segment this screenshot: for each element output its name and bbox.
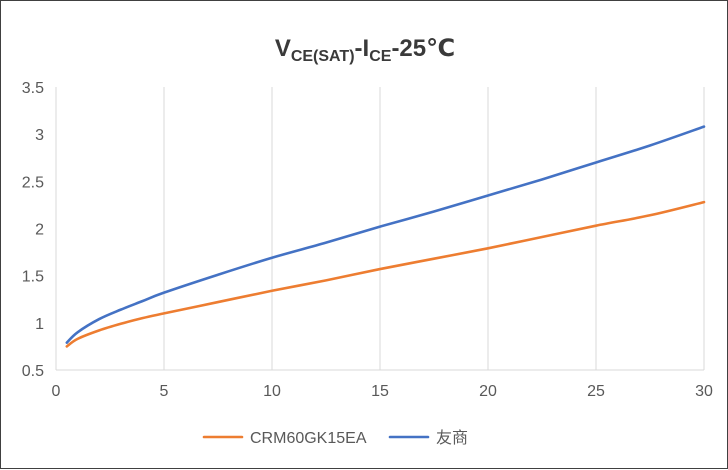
title-v-subscript: CE(SAT) [291,48,355,65]
y-tick-label-2: 2 [35,222,44,239]
legend: CRM60GK15EA 友商 [202,429,468,447]
title-v: V [275,35,291,62]
x-tick-label-0: 0 [52,383,61,400]
y-tick-label-1.5: 1.5 [22,269,44,286]
axes [55,87,704,371]
y-tick-label-3.5: 3.5 [22,80,44,97]
x-tick-label-5: 5 [160,383,169,400]
x-tick-label-20: 20 [479,383,497,400]
y-tick-labels: 0.5 1 1.5 2 2.5 3 3.5 [22,80,44,380]
title-suffix: -25℃ [391,35,455,62]
y-tick-label-2.5: 2.5 [22,174,44,191]
x-tick-labels: 0 5 10 15 20 25 30 [52,383,713,400]
y-tick-label-3: 3 [35,127,44,144]
series-line-1 [65,125,706,344]
x-tick-label-15: 15 [371,383,389,400]
series-line-0 [65,200,706,348]
svg-text:VCE(SAT)-ICE-25℃: VCE(SAT)-ICE-25℃ [275,35,455,65]
chart-title: VCE(SAT)-ICE-25℃ [275,35,455,65]
title-dash: - [355,35,363,62]
legend-label-0: CRM60GK15EA [250,430,367,447]
x-tick-label-10: 10 [263,383,281,400]
legend-label-1: 友商 [436,429,468,447]
x-tick-label-25: 25 [587,383,605,400]
y-tick-label-0.5: 0.5 [22,363,44,380]
title-i: I [363,35,370,62]
grid-lines [163,87,705,370]
x-tick-label-30: 30 [695,383,713,400]
y-tick-label-1: 1 [35,316,44,333]
series-lines [65,125,706,348]
title-i-subscript: CE [369,48,392,65]
